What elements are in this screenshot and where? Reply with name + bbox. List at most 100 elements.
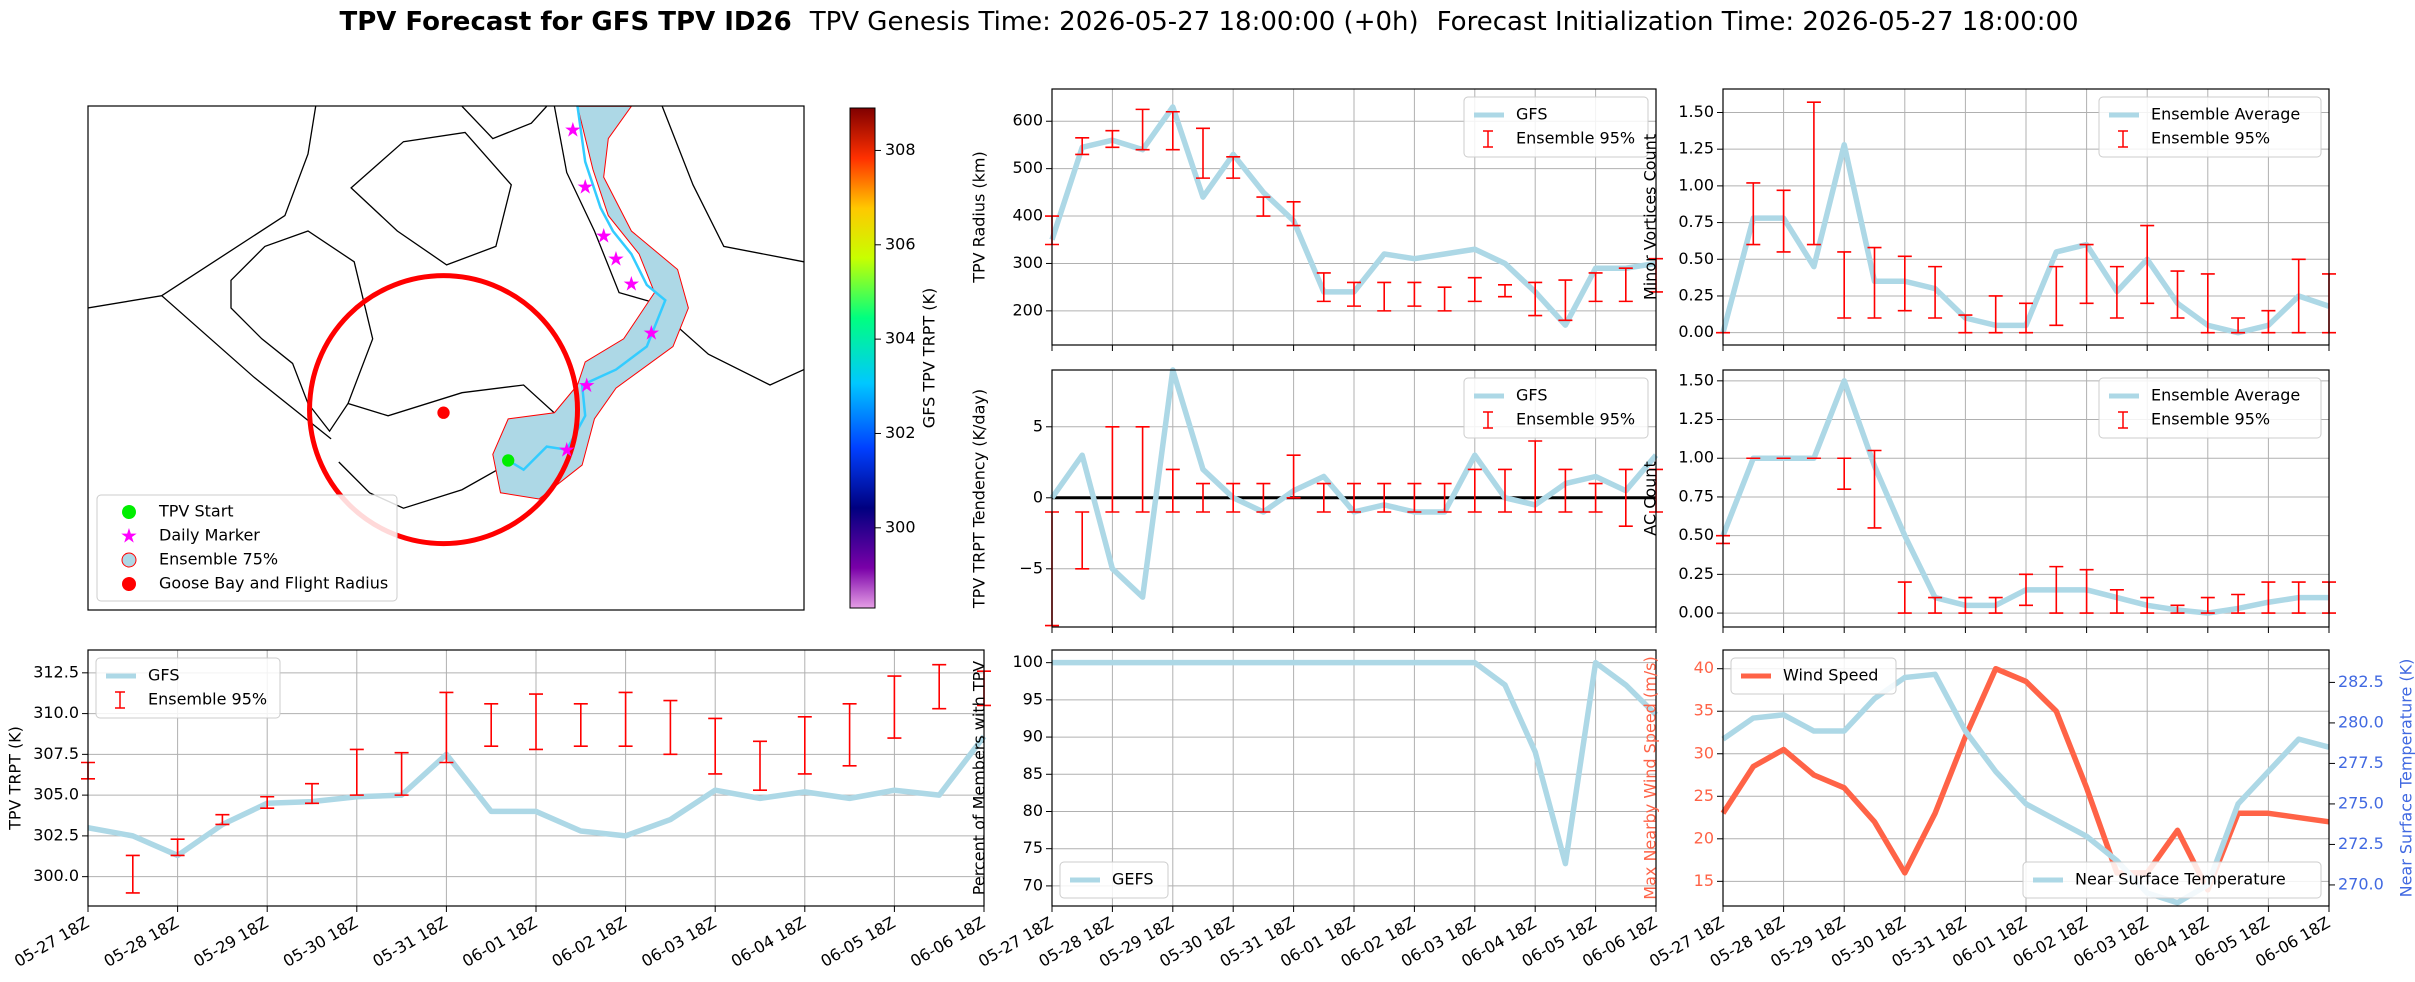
- error-bar: [842, 703, 857, 767]
- series-line: [1720, 665, 2330, 893]
- legend-marker: [122, 577, 136, 591]
- y-tick-label: 0.75: [1678, 212, 1714, 231]
- error-bar: [1988, 596, 2003, 614]
- x-tick-label: 05-31 18Z: [369, 913, 450, 971]
- legend-swatch: [115, 691, 125, 709]
- error-bar: [1105, 129, 1120, 149]
- legend-label: Daily Marker: [159, 526, 260, 545]
- y-tick-label: 70: [1023, 875, 1043, 894]
- legend-box: [1463, 96, 1649, 158]
- y-axis-label: TPV TRPT Tendency (K/day): [970, 389, 989, 609]
- y-tick-label: 1.50: [1678, 102, 1714, 121]
- y-tick-label: 600: [1012, 111, 1043, 130]
- error-bar: [529, 693, 543, 751]
- x-tick-label: 05-29 18Z: [190, 913, 271, 971]
- error-bar: [1928, 265, 1943, 319]
- error-bar: [1256, 482, 1271, 513]
- error-bar: [1806, 101, 1821, 246]
- error-bar: [125, 854, 140, 894]
- y-tick-label: 0.00: [1678, 322, 1714, 341]
- y-tick-label: 1.25: [1678, 409, 1714, 428]
- x-tick-label: 06-01 18Z: [459, 913, 540, 971]
- error-bar: [2231, 317, 2246, 334]
- error-bar: [1286, 201, 1301, 227]
- error-bar: [2109, 589, 2124, 614]
- daily-markers: ★ ★ ★ ★ ★ ★ ★ ★: [558, 117, 661, 461]
- error-bar: [1897, 255, 1912, 312]
- x-tick-label: 06-05 18Z: [817, 913, 898, 971]
- y-tick-label: 100: [1012, 652, 1043, 671]
- error-bar: [1467, 276, 1482, 303]
- error-bar: [1467, 468, 1482, 513]
- error-bar: [2200, 273, 2215, 334]
- x-tick-label: 06-04 18Z: [728, 913, 809, 971]
- error-bar: [1437, 482, 1452, 513]
- error-bar: [2261, 309, 2276, 334]
- y-tick-label: 30: [1694, 743, 1714, 762]
- x-tick-label: 06-03 18Z: [638, 913, 719, 971]
- legend-box: [1059, 861, 1169, 899]
- x-tick-label: 06-06 18Z: [907, 913, 988, 971]
- legend-label: Ensemble Average: [2151, 105, 2300, 124]
- colorbar-tick-label: 302: [885, 423, 916, 442]
- error-bar: [618, 691, 633, 748]
- error-bar: [215, 813, 230, 826]
- error-bar: [1165, 110, 1180, 151]
- y-tick-label: 1.25: [1678, 139, 1714, 158]
- error-bar: [1528, 440, 1543, 513]
- error-bar: [1558, 468, 1573, 513]
- plot-frame: [1051, 88, 1657, 346]
- error-bar: [1588, 482, 1603, 513]
- x-tick-label: 05-30 18Z: [280, 913, 361, 971]
- plot-frame: [1051, 369, 1657, 628]
- error-bar: [1746, 182, 1761, 246]
- error-bar: [1226, 482, 1241, 513]
- y2-tick-label: 277.5: [2338, 753, 2384, 772]
- error-bar: [1075, 511, 1090, 570]
- y-tick-label: 312.5: [33, 662, 79, 681]
- y-tick-label: 300: [1012, 253, 1043, 272]
- error-bar: [1135, 425, 1150, 513]
- y-tick-label: 15: [1694, 871, 1714, 890]
- y-tick-label: 5: [1033, 416, 1043, 435]
- error-bar: [2079, 568, 2094, 614]
- y-tick-label: 90: [1023, 727, 1043, 746]
- legend-marker: [122, 505, 136, 519]
- error-bar: [1867, 449, 1882, 529]
- legend-swatch: [1483, 411, 1493, 429]
- legend-box: [1730, 657, 1897, 695]
- map: ★ ★ ★ ★ ★ ★ ★ ★: [88, 106, 804, 543]
- error-bar: [1618, 468, 1633, 527]
- error-bar: [1407, 281, 1422, 307]
- error-bar: [1135, 108, 1150, 151]
- error-bar: [1407, 482, 1422, 513]
- error-bar: [1196, 127, 1210, 179]
- error-bar: [2140, 596, 2155, 614]
- y2-tick-label: 282.5: [2338, 672, 2384, 691]
- error-bar: [305, 782, 319, 805]
- error-bar: [1347, 482, 1361, 513]
- track: [508, 106, 665, 469]
- error-bar: [349, 748, 364, 796]
- error-bar: [573, 703, 588, 748]
- error-bar: [260, 795, 275, 809]
- goose-bay: [437, 406, 450, 419]
- error-bar: [1588, 272, 1603, 303]
- legend-label: Ensemble 95%: [1516, 129, 1635, 148]
- error-bar: [2019, 302, 2033, 334]
- error-bar: [1776, 189, 1791, 253]
- error-bar: [1837, 251, 1852, 319]
- legend-label: Goose Bay and Flight Radius: [159, 574, 388, 593]
- error-bar: [394, 751, 409, 796]
- error-bar: [2231, 593, 2246, 614]
- y-tick-label: 310.0: [33, 703, 79, 722]
- error-bar: [887, 675, 902, 739]
- legend-box: [2098, 377, 2322, 439]
- error-bar: [2079, 243, 2094, 305]
- daily-marker: ★: [607, 247, 625, 271]
- colorbar-tick-label: 308: [885, 140, 916, 159]
- error-bar: [1897, 581, 1912, 614]
- legend-swatch: [1483, 130, 1493, 148]
- y-axis-label: AC Count: [1641, 461, 1660, 535]
